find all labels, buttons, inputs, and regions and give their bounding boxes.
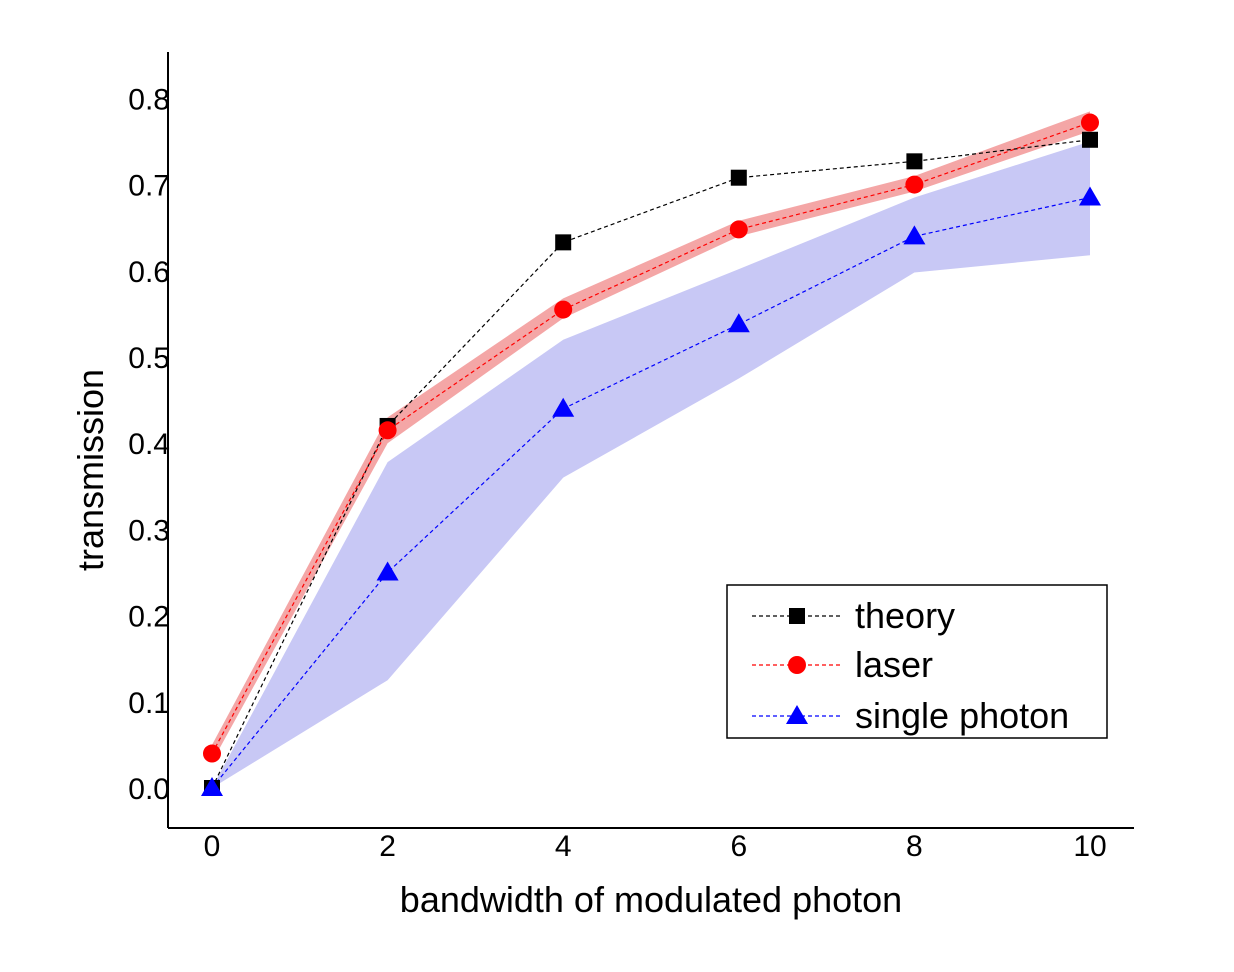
x-tick-label: 6 [730,830,747,863]
laser-point [378,421,397,440]
series-markers [201,113,1101,796]
y-axis-title: transmission [70,369,111,571]
single-photon-point [1079,186,1101,206]
y-tick-label: 0.0 [128,773,170,806]
laser-point [554,300,573,319]
single-photon-point [903,225,926,245]
laser-point [905,175,924,194]
laser-point [1081,113,1099,132]
single-photon-point [376,561,399,581]
series-lines [211,121,1091,789]
x-tick-label: 4 [555,830,572,863]
theory-point [1082,131,1098,148]
y-tick-label: 0.7 [128,170,170,203]
single-photon-point [727,313,750,333]
x-tick-labels: 0 2 4 6 8 10 [204,830,1107,863]
single-photon-point [201,777,223,796]
x-axis-title: bandwidth of modulated photon [400,879,902,920]
single-photon-point [552,397,575,417]
x-tick-label: 2 [379,830,396,863]
y-tick-label: 0.1 [128,687,170,720]
single-photon-band [212,141,1090,788]
laser-point [203,744,221,763]
x-tick-label: 10 [1073,830,1106,863]
y-tick-label: 0.3 [128,514,170,547]
x-tick-label: 8 [906,830,923,863]
y-tick-labels: 0.0 0.1 0.2 0.3 0.4 0.5 0.6 0.7 0.8 [128,83,170,806]
laser-point [729,220,748,239]
y-tick-label: 0.6 [128,256,170,289]
x-tick-label: 0 [204,830,221,863]
legend: theory laser single photon [726,584,1108,739]
y-tick-label: 0.4 [128,428,170,461]
legend-label-single-photon: single photon [855,695,1069,736]
theory-point [555,234,572,251]
legend-marker-theory [789,608,805,624]
legend-marker-single-photon [786,705,808,724]
theory-point [730,169,747,186]
y-tick-label: 0.8 [128,83,170,116]
legend-label-laser: laser [855,644,933,685]
y-tick-label: 0.2 [128,601,170,634]
legend-marker-laser [788,656,806,674]
legend-label-theory: theory [855,595,955,636]
theory-point [906,153,923,170]
single-photon-line [211,196,1091,789]
theory-line [211,139,1091,789]
y-tick-label: 0.5 [128,342,170,375]
